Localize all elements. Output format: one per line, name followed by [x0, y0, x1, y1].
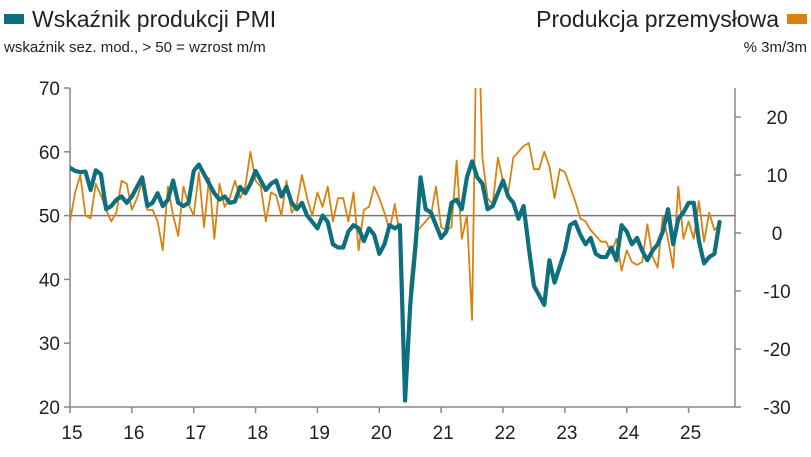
pmi-swatch-icon	[4, 14, 24, 24]
left-tick-label: 20	[39, 398, 60, 419]
production-series-line	[70, 88, 721, 397]
production-swatch-icon	[787, 14, 807, 24]
x-tick-label: 24	[618, 423, 640, 444]
left-tick-label: 60	[39, 143, 60, 164]
right-tick-label: 0	[772, 224, 783, 245]
pmi-series-line	[70, 159, 722, 403]
left-tick-label: 40	[39, 270, 60, 291]
production-subtitle: % 3m/3m	[743, 39, 807, 56]
legend-right: Produkcja przemysłowa % 3m/3m	[536, 6, 807, 58]
pmi-legend-label: Wskaźnik produkcji PMI	[32, 6, 277, 32]
right-tick-label: 20	[766, 108, 787, 129]
x-tick-label: 21	[433, 423, 454, 444]
pmi-subtitle: wskaźnik sez. mod., > 50 = wzrost m/m	[4, 39, 266, 56]
x-tick-label: 15	[61, 423, 82, 444]
x-tick-label: 20	[371, 423, 392, 444]
legend-left: Wskaźnik produkcji PMI wskaźnik sez. mod…	[4, 6, 276, 58]
left-tick-label: 70	[39, 79, 60, 100]
x-tick-label: 16	[123, 423, 144, 444]
left-tick-label: 30	[39, 334, 60, 355]
production-legend-label: Produkcja przemysłowa	[536, 6, 779, 32]
right-tick-label: -30	[763, 398, 790, 419]
x-tick-label: 17	[185, 423, 206, 444]
right-tick-label: 10	[766, 166, 787, 187]
x-tick-label: 19	[309, 423, 330, 444]
x-tick-label: 25	[680, 423, 701, 444]
right-tick-label: -20	[763, 340, 790, 361]
right-tick-label: -10	[763, 282, 790, 303]
x-tick-label: 22	[494, 423, 515, 444]
x-tick-label: 18	[247, 423, 268, 444]
left-tick-label: 50	[39, 207, 60, 228]
x-tick-label: 23	[556, 423, 577, 444]
